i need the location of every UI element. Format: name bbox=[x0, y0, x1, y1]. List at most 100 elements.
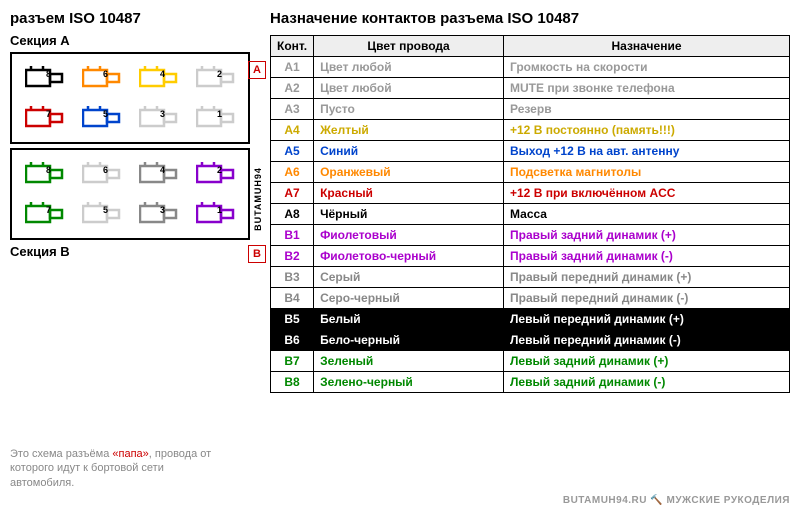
table-row: B7ЗеленыйЛевый задний динамик (+) bbox=[271, 351, 790, 372]
table-row: A6ОранжевыйПодсветка магнитолы bbox=[271, 162, 790, 183]
table-row: A4Желтый+12 В постоянно (память!!!) bbox=[271, 120, 790, 141]
cell-color: Белый bbox=[314, 309, 504, 330]
connector-pin: 3 bbox=[132, 100, 185, 136]
section-a-label: Секция A bbox=[10, 33, 250, 48]
cell-purpose: Громкость на скорости bbox=[504, 57, 790, 78]
connector-pin: 6 bbox=[75, 156, 128, 192]
cell-pin: B8 bbox=[271, 372, 314, 393]
watermark-side: BUTAMUH94 bbox=[253, 167, 263, 231]
pin-number: 4 bbox=[160, 165, 165, 175]
pin-number: 2 bbox=[217, 165, 222, 175]
connector-pin: 8 bbox=[18, 60, 71, 96]
section-marker-a: A bbox=[248, 61, 266, 79]
section-marker-b: B bbox=[248, 245, 266, 263]
connector-pin: 7 bbox=[18, 196, 71, 232]
header-purpose: Назначение bbox=[504, 36, 790, 57]
cell-pin: B6 bbox=[271, 330, 314, 351]
header-color: Цвет провода bbox=[314, 36, 504, 57]
pin-number: 6 bbox=[103, 69, 108, 79]
table-row: B3СерыйПравый передний динамик (+) bbox=[271, 267, 790, 288]
pin-number: 6 bbox=[103, 165, 108, 175]
cell-color: Цвет любой bbox=[314, 57, 504, 78]
right-panel: Назначение контактов разъема ISO 10487 A… bbox=[270, 10, 790, 393]
table-header-row: Конт. Цвет провода Назначение bbox=[271, 36, 790, 57]
cell-color: Бело-черный bbox=[314, 330, 504, 351]
cell-pin: A8 bbox=[271, 204, 314, 225]
connector-a: 8 6 4 2 7 5 3 1 bbox=[10, 52, 250, 144]
connector-pin: 4 bbox=[132, 156, 185, 192]
cell-pin: B3 bbox=[271, 267, 314, 288]
connector-pin: 3 bbox=[132, 196, 185, 232]
cell-purpose: Левый задний динамик (-) bbox=[504, 372, 790, 393]
cell-color: Оранжевый bbox=[314, 162, 504, 183]
cell-purpose: Резерв bbox=[504, 99, 790, 120]
cell-purpose: Правый передний динамик (-) bbox=[504, 288, 790, 309]
connector-b: 86427531 BUTAMUH94 bbox=[10, 148, 250, 240]
cell-color: Пусто bbox=[314, 99, 504, 120]
cell-color: Серый bbox=[314, 267, 504, 288]
left-panel: разъем ISO 10487 Секция A 8 6 4 2 7 5 3 1 8 6 4 2 7… bbox=[10, 10, 250, 263]
cell-pin: A4 bbox=[271, 120, 314, 141]
cell-pin: A7 bbox=[271, 183, 314, 204]
cell-color: Фиолетово-черный bbox=[314, 246, 504, 267]
pin-number: 1 bbox=[217, 109, 222, 119]
cell-pin: A5 bbox=[271, 141, 314, 162]
table-row: B5БелыйЛевый передний динамик (+) bbox=[271, 309, 790, 330]
cell-pin: A3 bbox=[271, 99, 314, 120]
cell-pin: B7 bbox=[271, 351, 314, 372]
cell-pin: A6 bbox=[271, 162, 314, 183]
table-row: B1ФиолетовыйПравый задний динамик (+) bbox=[271, 225, 790, 246]
cell-purpose: Масса bbox=[504, 204, 790, 225]
cell-color: Цвет любой bbox=[314, 78, 504, 99]
cell-purpose: Левый задний динамик (+) bbox=[504, 351, 790, 372]
table-row: A5СинийВыход +12 В на авт. антенну bbox=[271, 141, 790, 162]
pinout-table: Конт. Цвет провода Назначение A1Цвет люб… bbox=[270, 35, 790, 393]
connector-pin: 1 bbox=[189, 100, 242, 136]
pin-number: 3 bbox=[160, 109, 165, 119]
cell-purpose: Правый задний динамик (-) bbox=[504, 246, 790, 267]
cell-pin: A1 bbox=[271, 57, 314, 78]
connector-pin: 5 bbox=[75, 196, 128, 232]
table-row: A1Цвет любойГромкость на скорости bbox=[271, 57, 790, 78]
cell-color: Желтый bbox=[314, 120, 504, 141]
connector-pin: 8 bbox=[18, 156, 71, 192]
cell-pin: B1 bbox=[271, 225, 314, 246]
cell-pin: B4 bbox=[271, 288, 314, 309]
cell-pin: B2 bbox=[271, 246, 314, 267]
pin-number: 7 bbox=[46, 205, 51, 215]
pin-number: 8 bbox=[46, 165, 51, 175]
table-row: B2Фиолетово-черныйПравый задний динамик … bbox=[271, 246, 790, 267]
pin-number: 1 bbox=[217, 205, 222, 215]
cell-purpose: Левый передний динамик (+) bbox=[504, 309, 790, 330]
connector-pin: 2 bbox=[189, 60, 242, 96]
pin-number: 4 bbox=[160, 69, 165, 79]
cell-purpose: Правый задний динамик (+) bbox=[504, 225, 790, 246]
cell-purpose: Подсветка магнитолы bbox=[504, 162, 790, 183]
section-b-label: Секция B bbox=[10, 244, 250, 259]
cell-color: Зелено-черный bbox=[314, 372, 504, 393]
pin-number: 3 bbox=[160, 205, 165, 215]
cell-purpose: +12 В при включённом ACC bbox=[504, 183, 790, 204]
right-title: Назначение контактов разъема ISO 10487 bbox=[270, 10, 790, 27]
left-title: разъем ISO 10487 bbox=[10, 10, 250, 27]
pin-number: 8 bbox=[46, 69, 51, 79]
pin-number: 5 bbox=[103, 205, 108, 215]
table-row: A3ПустоРезерв bbox=[271, 99, 790, 120]
table-row: B4Серо-черныйПравый передний динамик (-) bbox=[271, 288, 790, 309]
connector-pin: 6 bbox=[75, 60, 128, 96]
header-pin: Конт. bbox=[271, 36, 314, 57]
watermark-bottom: BUTAMUH94.RU 🔨 МУЖСКИЕ РУКОДЕЛИЯ bbox=[563, 495, 790, 506]
table-row: A7Красный+12 В при включённом ACC bbox=[271, 183, 790, 204]
cell-color: Красный bbox=[314, 183, 504, 204]
pin-number: 5 bbox=[103, 109, 108, 119]
footnote-pre: Это схема разъёма bbox=[10, 448, 112, 460]
table-row: B8Зелено-черныйЛевый задний динамик (-) bbox=[271, 372, 790, 393]
cell-color: Синий bbox=[314, 141, 504, 162]
pin-number: 7 bbox=[46, 109, 51, 119]
cell-color: Серо-черный bbox=[314, 288, 504, 309]
connector-pin: 5 bbox=[75, 100, 128, 136]
cell-purpose: +12 В постоянно (память!!!) bbox=[504, 120, 790, 141]
pin-number: 2 bbox=[217, 69, 222, 79]
table-row: A8ЧёрныйМасса bbox=[271, 204, 790, 225]
footnote-red: «папа» bbox=[112, 448, 148, 460]
